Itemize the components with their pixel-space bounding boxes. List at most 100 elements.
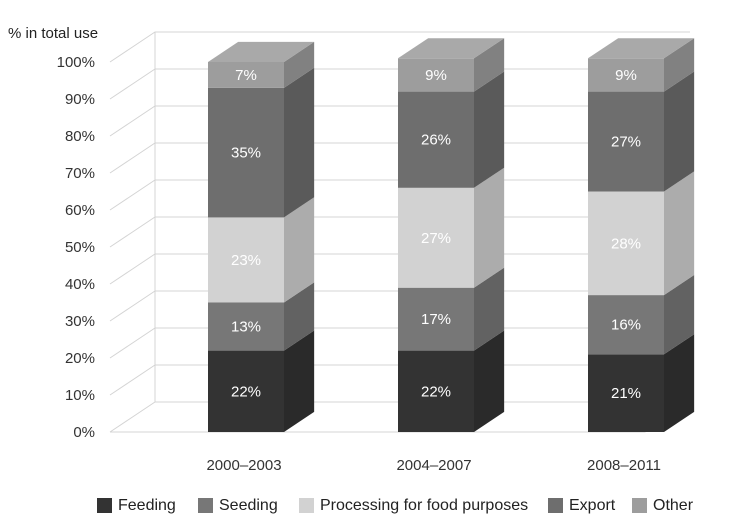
bar-side [664,38,695,92]
y-tick-label: 100% [57,54,95,71]
y-tick-label: 0% [73,424,95,441]
data-label: 27% [611,134,641,151]
bar-segment-processing-for-food-purposes: 23% [208,197,315,303]
bar-front [208,350,284,432]
bars: 22% 13% 23% 35% 7% 22% 17% 27% 26% 9% 21% 16% 28% 27%… [208,38,695,432]
data-label: 21% [611,385,641,402]
y-tick-label: 80% [65,128,95,145]
bar-front [398,287,474,351]
bar-stack-2000-2003: 22% 13% 23% 35% 7% [208,41,315,432]
legend-label: Feeding [118,496,176,514]
x-category-labels: 2000–2003 2004–2007 2008–2011 [206,457,661,474]
legend-item-processing-for-food-purposes: Processing for food purposes [299,496,528,515]
y-tick-label: 40% [65,276,95,293]
bar-segment-other: 9% [398,38,505,92]
bar-side [284,67,315,218]
legend: Feeding Seeding Processing for food purpos… [0,496,744,515]
bar-front [208,62,284,88]
x-category-label: 2008–2011 [587,457,661,474]
bar-front [208,302,284,351]
bar-front [208,87,284,218]
bar-segment-export: 26% [398,71,505,188]
data-label: 35% [231,145,261,162]
data-label: 17% [421,311,451,328]
legend-label: Other [653,496,694,514]
bar-segment-feeding: 22% [208,330,315,432]
bar-top [398,38,505,59]
data-label: 27% [421,230,451,247]
data-label: 9% [425,67,447,84]
bar-side [474,71,505,188]
bar-segment-processing-for-food-purposes: 27% [398,167,505,288]
bar-front [588,91,664,192]
data-label: 28% [611,235,641,252]
bar-side [664,334,695,432]
data-label: 9% [615,67,637,84]
legend-swatch [548,498,563,513]
legend-item-feeding: Feeding [97,496,176,515]
bar-segment-seeding: 17% [398,267,505,351]
y-tick-label: 30% [65,313,95,330]
bar-front [588,191,664,296]
bar-stack-2004-2007: 22% 17% 27% 26% 9% [398,38,505,432]
legend-swatch [97,498,112,513]
data-label: 16% [611,317,641,334]
bar-stack-2008-2011: 21% 16% 28% 27% 9% [588,38,695,432]
legend-label: Seeding [219,496,278,514]
bar-side [664,171,695,296]
y-tick-label: 70% [65,165,95,182]
data-label: 7% [235,67,257,84]
gridlines [109,31,691,433]
bar-segment-other: 7% [208,41,315,88]
bar-front [588,58,664,92]
bar-segment-seeding: 13% [208,282,315,351]
legend-label: Export [569,496,616,514]
stacked-bar-chart: % in total use 0% 10% 20% 30% 40% 50% 60% 70% 80… [8,25,695,474]
bar-front [398,58,474,92]
bar-segment-other: 9% [588,38,695,92]
legend-swatch [632,498,647,513]
bar-front [398,187,474,288]
bar-side [284,41,315,88]
bar-side [474,267,505,351]
legend-swatch [198,498,213,513]
bar-segment-feeding: 21% [588,334,695,432]
bar-top [588,38,695,59]
bar-segment-processing-for-food-purposes: 28% [588,171,695,296]
bar-front [398,350,474,432]
bar-segment-export: 27% [588,71,695,192]
bar-side [474,330,505,432]
bar-side [284,197,315,303]
data-label: 13% [231,319,261,336]
data-label: 26% [421,132,451,149]
y-axis-label: % in total use [8,25,98,42]
bar-side [284,282,315,351]
bar-front [588,354,664,432]
legend-item-seeding: Seeding [198,496,278,515]
legend-label: Processing for food purposes [320,496,529,514]
y-tick-label: 50% [65,239,95,256]
bar-front [588,295,664,355]
bar-segment-seeding: 16% [588,275,695,355]
data-label: 22% [421,383,451,400]
bar-side [664,275,695,355]
y-tick-label: 90% [65,91,95,108]
data-label: 22% [231,383,261,400]
bar-side [474,167,505,288]
y-tick-labels: 0% 10% 20% 30% 40% 50% 60% 70% 80% 90% 100% [57,54,95,441]
legend-item-export: Export [548,496,615,515]
y-tick-label: 10% [65,387,95,404]
x-category-label: 2000–2003 [206,457,281,474]
bar-front [398,91,474,188]
bar-side [474,38,505,92]
bar-segment-export: 35% [208,67,315,218]
y-tick-label: 60% [65,202,95,219]
legend-item-other: Other [632,496,693,515]
x-category-label: 2004–2007 [396,457,471,474]
bar-top [208,41,315,62]
data-label: 23% [231,252,261,269]
legend-swatch [299,498,314,513]
bar-side [664,71,695,192]
bar-segment-feeding: 22% [398,330,505,432]
bar-front [208,217,284,303]
